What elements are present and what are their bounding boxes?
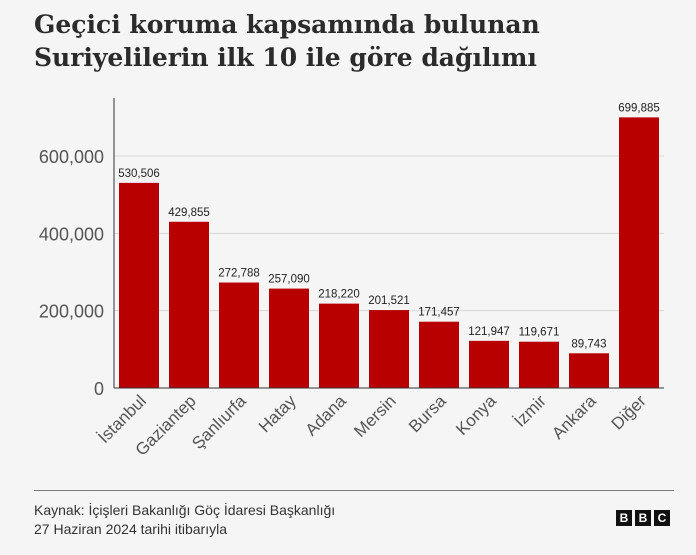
bar	[619, 117, 659, 388]
bar	[269, 288, 309, 388]
x-tick-label: Hatay	[255, 391, 300, 436]
bar	[119, 182, 159, 388]
bar-value-label: 121,947	[468, 326, 510, 338]
y-tick-label: 600,000	[39, 147, 104, 167]
logo-letter: B	[616, 510, 632, 526]
footer-divider	[34, 490, 674, 491]
bar-value-label: 218,220	[318, 289, 360, 301]
x-tick-label: Mersin	[350, 391, 400, 441]
bbc-logo: B B C	[616, 510, 670, 526]
bar	[369, 310, 409, 388]
bar-value-label: 171,457	[418, 307, 460, 319]
x-tick-label: Şanlıurfa	[188, 391, 250, 453]
x-tick-label: Konya	[452, 391, 500, 439]
bar	[569, 353, 609, 388]
bar-value-label: 272,788	[218, 268, 260, 280]
bar-value-label: 201,521	[368, 295, 410, 307]
x-tick-label: Adana	[302, 391, 351, 440]
title-line-1: Geçici koruma kapsamında bulunan	[34, 10, 540, 39]
bar-value-label: 257,090	[268, 274, 310, 286]
bar-value-label: 429,855	[168, 207, 210, 219]
bar	[519, 341, 559, 388]
title-line-2: Suriyelilerin ilk 10 ile göre dağılımı	[34, 43, 537, 72]
bar-value-label: 699,885	[618, 102, 660, 114]
y-tick-label: 200,000	[39, 302, 104, 322]
source-line-2: 27 Haziran 2024 tarihi itibarıyla	[34, 521, 227, 537]
chart-title: Geçici koruma kapsamında bulunan Suriyel…	[34, 8, 654, 74]
bar	[419, 321, 459, 388]
bar-chart: 0200,000400,000600,000530,506İstanbul429…	[39, 98, 664, 460]
bar	[469, 340, 509, 388]
bar	[169, 221, 209, 388]
bar	[319, 303, 359, 388]
y-tick-label: 0	[94, 379, 104, 399]
logo-letter: B	[635, 510, 651, 526]
bar-value-label: 530,506	[118, 168, 160, 180]
source-line-1: Kaynak: İçişleri Bakanlığı Göç İdaresi B…	[34, 502, 336, 518]
y-tick-label: 400,000	[39, 224, 104, 244]
x-tick-label: Bursa	[405, 391, 450, 436]
bar	[219, 282, 259, 388]
x-tick-label: Diğer	[608, 391, 650, 433]
bar-value-label: 119,671	[519, 327, 560, 339]
bar-value-label: 89,743	[571, 338, 606, 350]
x-tick-label: Ankara	[548, 391, 600, 443]
source-note: Kaynak: İçişleri Bakanlığı Göç İdaresi B…	[34, 501, 335, 539]
x-tick-label: İzmir	[510, 391, 550, 431]
logo-letter: C	[654, 510, 670, 526]
